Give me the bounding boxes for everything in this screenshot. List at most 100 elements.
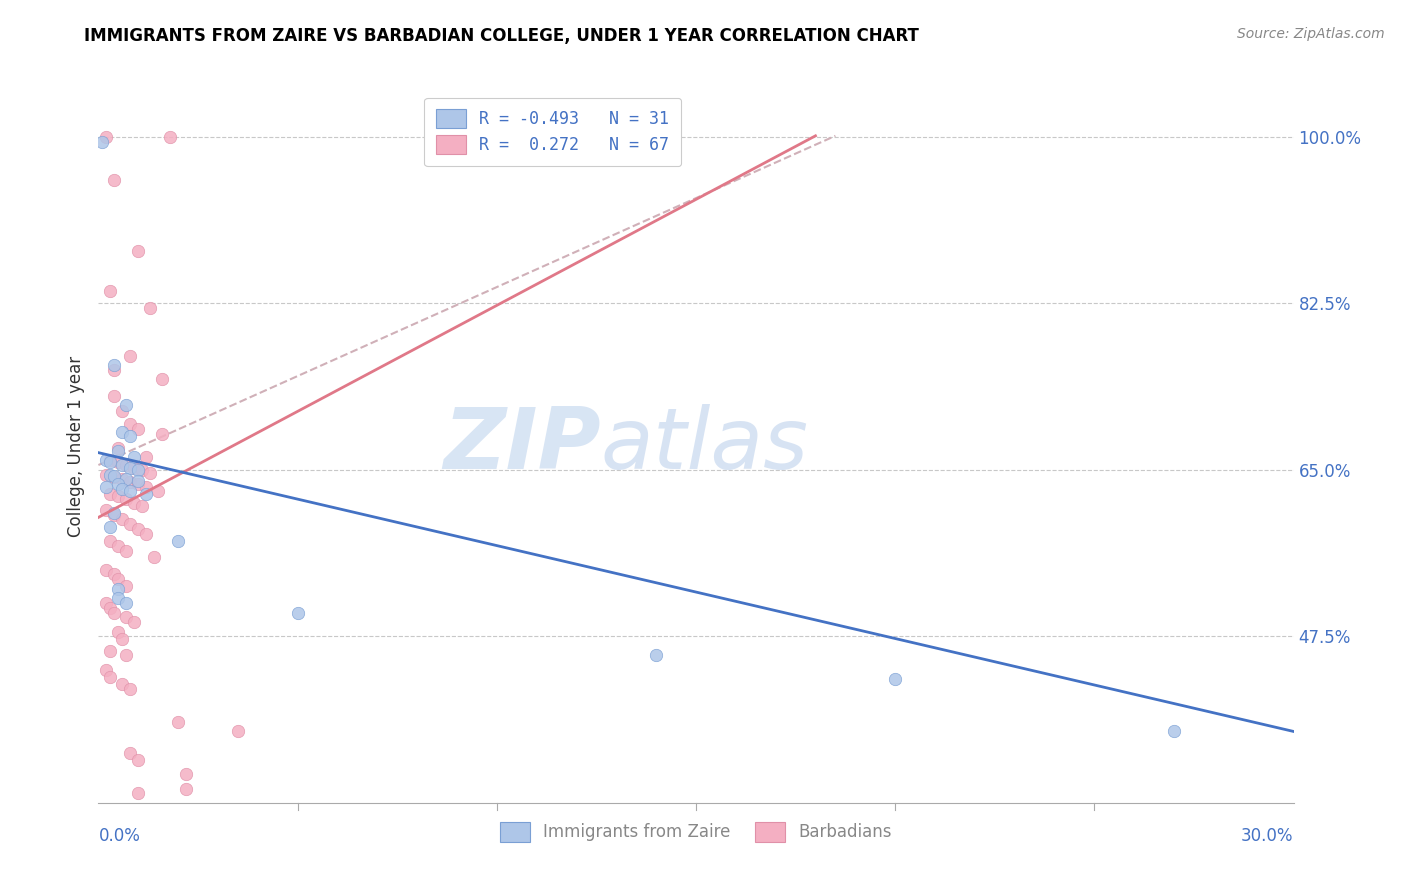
Point [127,753,149,767]
Text: ZIP: ZIP [443,404,600,488]
Point [111,482,134,496]
Point [115,596,138,610]
Point [98,486,122,500]
Point [127,244,149,258]
Point [120,429,142,443]
Point [127,474,149,488]
Point [98,467,122,482]
Point [111,632,134,647]
Point [120,681,142,696]
Point [167,534,190,549]
Point [884,672,907,686]
Point [1163,724,1185,739]
Point [103,470,125,484]
Point [148,483,170,498]
Point [120,417,142,431]
Text: IMMIGRANTS FROM ZAIRE VS BARBADIAN COLLEGE, UNDER 1 YEAR CORRELATION CHART: IMMIGRANTS FROM ZAIRE VS BARBADIAN COLLE… [84,27,920,45]
Point [135,527,157,541]
Legend: Immigrants from Zaire, Barbadians: Immigrants from Zaire, Barbadians [489,813,903,852]
Point [96,563,118,577]
Point [103,358,125,372]
Point [103,388,125,402]
Point [96,596,118,610]
Text: 30.0%: 30.0% [1241,827,1294,845]
Point [111,512,134,526]
Point [107,624,129,639]
Point [143,550,166,565]
Point [103,172,125,186]
Point [150,372,173,386]
Point [96,663,118,677]
Point [103,508,125,522]
Point [115,398,138,412]
Point [111,458,134,472]
Point [96,467,118,482]
Point [107,572,129,586]
Point [127,463,149,477]
Point [226,724,249,739]
Point [111,404,134,418]
Point [115,472,138,486]
Point [107,455,129,469]
Point [98,455,122,469]
Point [103,567,125,582]
Point [103,469,125,483]
Text: 0.0%: 0.0% [98,827,141,845]
Point [127,786,149,800]
Point [131,499,153,513]
Point [98,520,122,534]
Point [159,129,181,144]
Point [103,506,125,520]
Point [111,677,134,691]
Point [139,466,162,480]
Point [135,486,157,500]
Point [107,443,129,458]
Point [120,475,142,490]
Point [107,490,129,504]
Point [91,135,114,149]
Point [127,422,149,436]
Point [120,461,142,475]
Point [174,767,197,781]
Point [111,425,134,439]
Point [124,461,146,475]
Point [96,502,118,516]
Y-axis label: College, Under 1 year: College, Under 1 year [66,355,84,537]
Point [96,129,118,144]
Point [107,539,129,553]
Point [174,781,197,796]
Point [120,747,142,761]
Point [107,582,129,596]
Point [103,363,125,377]
Point [96,453,118,467]
Text: atlas: atlas [600,404,808,488]
Point [98,643,122,657]
Point [107,441,129,455]
Point [120,483,142,498]
Point [131,463,153,477]
Point [111,472,134,486]
Point [103,606,125,620]
Point [167,714,190,729]
Point [127,522,149,536]
Point [98,284,122,298]
Point [98,453,122,467]
Point [135,480,157,494]
Point [107,477,129,491]
Point [150,426,173,441]
Text: Source: ZipAtlas.com: Source: ZipAtlas.com [1237,27,1385,41]
Point [98,600,122,615]
Point [115,610,138,624]
Point [124,496,146,510]
Point [120,349,142,363]
Point [98,670,122,684]
Point [115,579,138,593]
Point [135,450,157,465]
Point [96,480,118,494]
Point [127,477,149,491]
Point [124,450,146,465]
Point [120,516,142,531]
Point [115,543,138,558]
Point [115,492,138,507]
Point [287,606,309,620]
